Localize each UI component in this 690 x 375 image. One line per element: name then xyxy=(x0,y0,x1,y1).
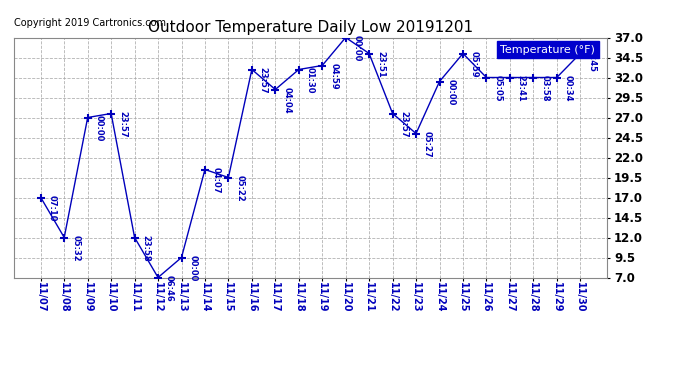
Text: 03:58: 03:58 xyxy=(540,75,549,101)
Text: 05:32: 05:32 xyxy=(71,235,80,261)
Text: 01:30: 01:30 xyxy=(306,67,315,93)
Text: 23:58: 23:58 xyxy=(141,235,150,261)
Text: 23:41: 23:41 xyxy=(517,75,526,102)
Text: 00:00: 00:00 xyxy=(353,35,362,61)
Text: 23:57: 23:57 xyxy=(259,67,268,93)
Text: 05:22: 05:22 xyxy=(235,175,244,201)
Text: 23:57: 23:57 xyxy=(118,111,127,137)
Text: 00:00: 00:00 xyxy=(446,79,455,105)
Text: 07:10: 07:10 xyxy=(48,195,57,221)
Text: 05:27: 05:27 xyxy=(423,131,432,158)
Text: 1:45: 1:45 xyxy=(587,51,596,72)
Title: Outdoor Temperature Daily Low 20191201: Outdoor Temperature Daily Low 20191201 xyxy=(148,20,473,35)
Text: 04:07: 04:07 xyxy=(212,167,221,193)
Text: 05:59: 05:59 xyxy=(470,51,479,77)
Text: 23:51: 23:51 xyxy=(376,51,385,78)
Text: 00:00: 00:00 xyxy=(188,255,197,281)
Text: 00:34: 00:34 xyxy=(564,75,573,101)
Text: 06:46: 06:46 xyxy=(165,275,174,302)
Text: 05:05: 05:05 xyxy=(493,75,502,101)
Text: 04:59: 04:59 xyxy=(329,63,338,89)
Text: Copyright 2019 Cartronics.com: Copyright 2019 Cartronics.com xyxy=(14,18,166,28)
Text: 04:04: 04:04 xyxy=(282,87,291,113)
Text: 00:00: 00:00 xyxy=(95,115,103,141)
Text: 23:57: 23:57 xyxy=(400,111,408,137)
Text: Temperature (°F): Temperature (°F) xyxy=(500,45,595,55)
